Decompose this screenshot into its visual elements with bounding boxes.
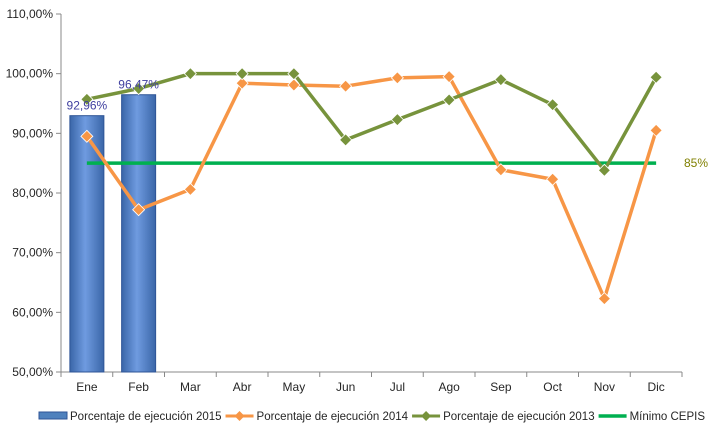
series-2013-marker [390,113,404,127]
series-2014-marker [287,78,301,92]
series-2013-marker [546,98,560,112]
series-2014-line [85,74,658,301]
y-tick-label: 110,00% [7,7,54,21]
x-tick-label: Oct [543,380,562,394]
x-tick-label: Jun [336,380,355,394]
x-tick-label: Sep [490,380,512,394]
series-2014-marker [132,203,146,217]
legend-label: Porcentaje de ejecución 2013 [443,411,595,423]
bar-data-label: 96,47% [118,78,159,92]
series-2013-marker [183,67,197,81]
x-tick-label: Mar [180,380,201,394]
series-2014-marker [494,163,508,177]
series-2013-marker [287,67,301,81]
legend-label: Mínimo CEPIS [630,411,706,423]
series-2013-marker [235,67,249,81]
x-tick-label: Ago [438,380,460,394]
series-2014-marker [390,71,404,85]
series-2013-line [86,71,658,173]
series-2013-marker [132,82,146,96]
series-2013-marker [597,163,611,177]
series-2013-marker [494,73,508,87]
legend-label: Porcentaje de ejecución 2014 [257,411,409,423]
legend-swatch-2015 [38,411,68,420]
reference-label: 85% [684,156,708,170]
bar-2015 [69,115,105,373]
x-tick-label: Feb [128,380,149,394]
x-tick-label: May [283,380,306,394]
series-2014-marker [235,76,249,90]
y-tick-label: 90,00% [12,126,53,140]
series-2014-marker [183,182,197,196]
x-tick-label: Ene [76,380,98,394]
legend-swatch-marker [421,411,432,421]
y-tick-label: 60,00% [12,305,53,319]
series-2013-marker [80,92,94,106]
x-tick-label: Jul [390,380,405,394]
legend-swatch-marker [234,411,245,421]
y-tick-label: 50,00% [12,365,53,379]
x-tick-label: Nov [594,380,615,394]
x-tick-label: Dic [647,380,664,394]
y-tick-label: 80,00% [12,186,53,200]
series-2013-marker [339,133,353,147]
series-2014-marker [80,129,94,143]
y-tick-label: 70,00% [12,246,53,260]
bar-data-label: 92,96% [67,99,108,113]
series-2014-marker [339,79,353,93]
series-2014-marker [649,123,663,137]
series-2013-marker [649,70,663,84]
x-tick-label: Abr [233,380,252,394]
y-tick-label: 100,00% [6,67,54,81]
series-2013-marker [442,93,456,107]
series-2014-marker [442,70,456,84]
series-2014-marker [546,172,560,186]
legend-label: Porcentaje de ejecución 2015 [70,411,222,423]
series-2014-marker [597,292,611,306]
bar-2015 [121,94,157,373]
